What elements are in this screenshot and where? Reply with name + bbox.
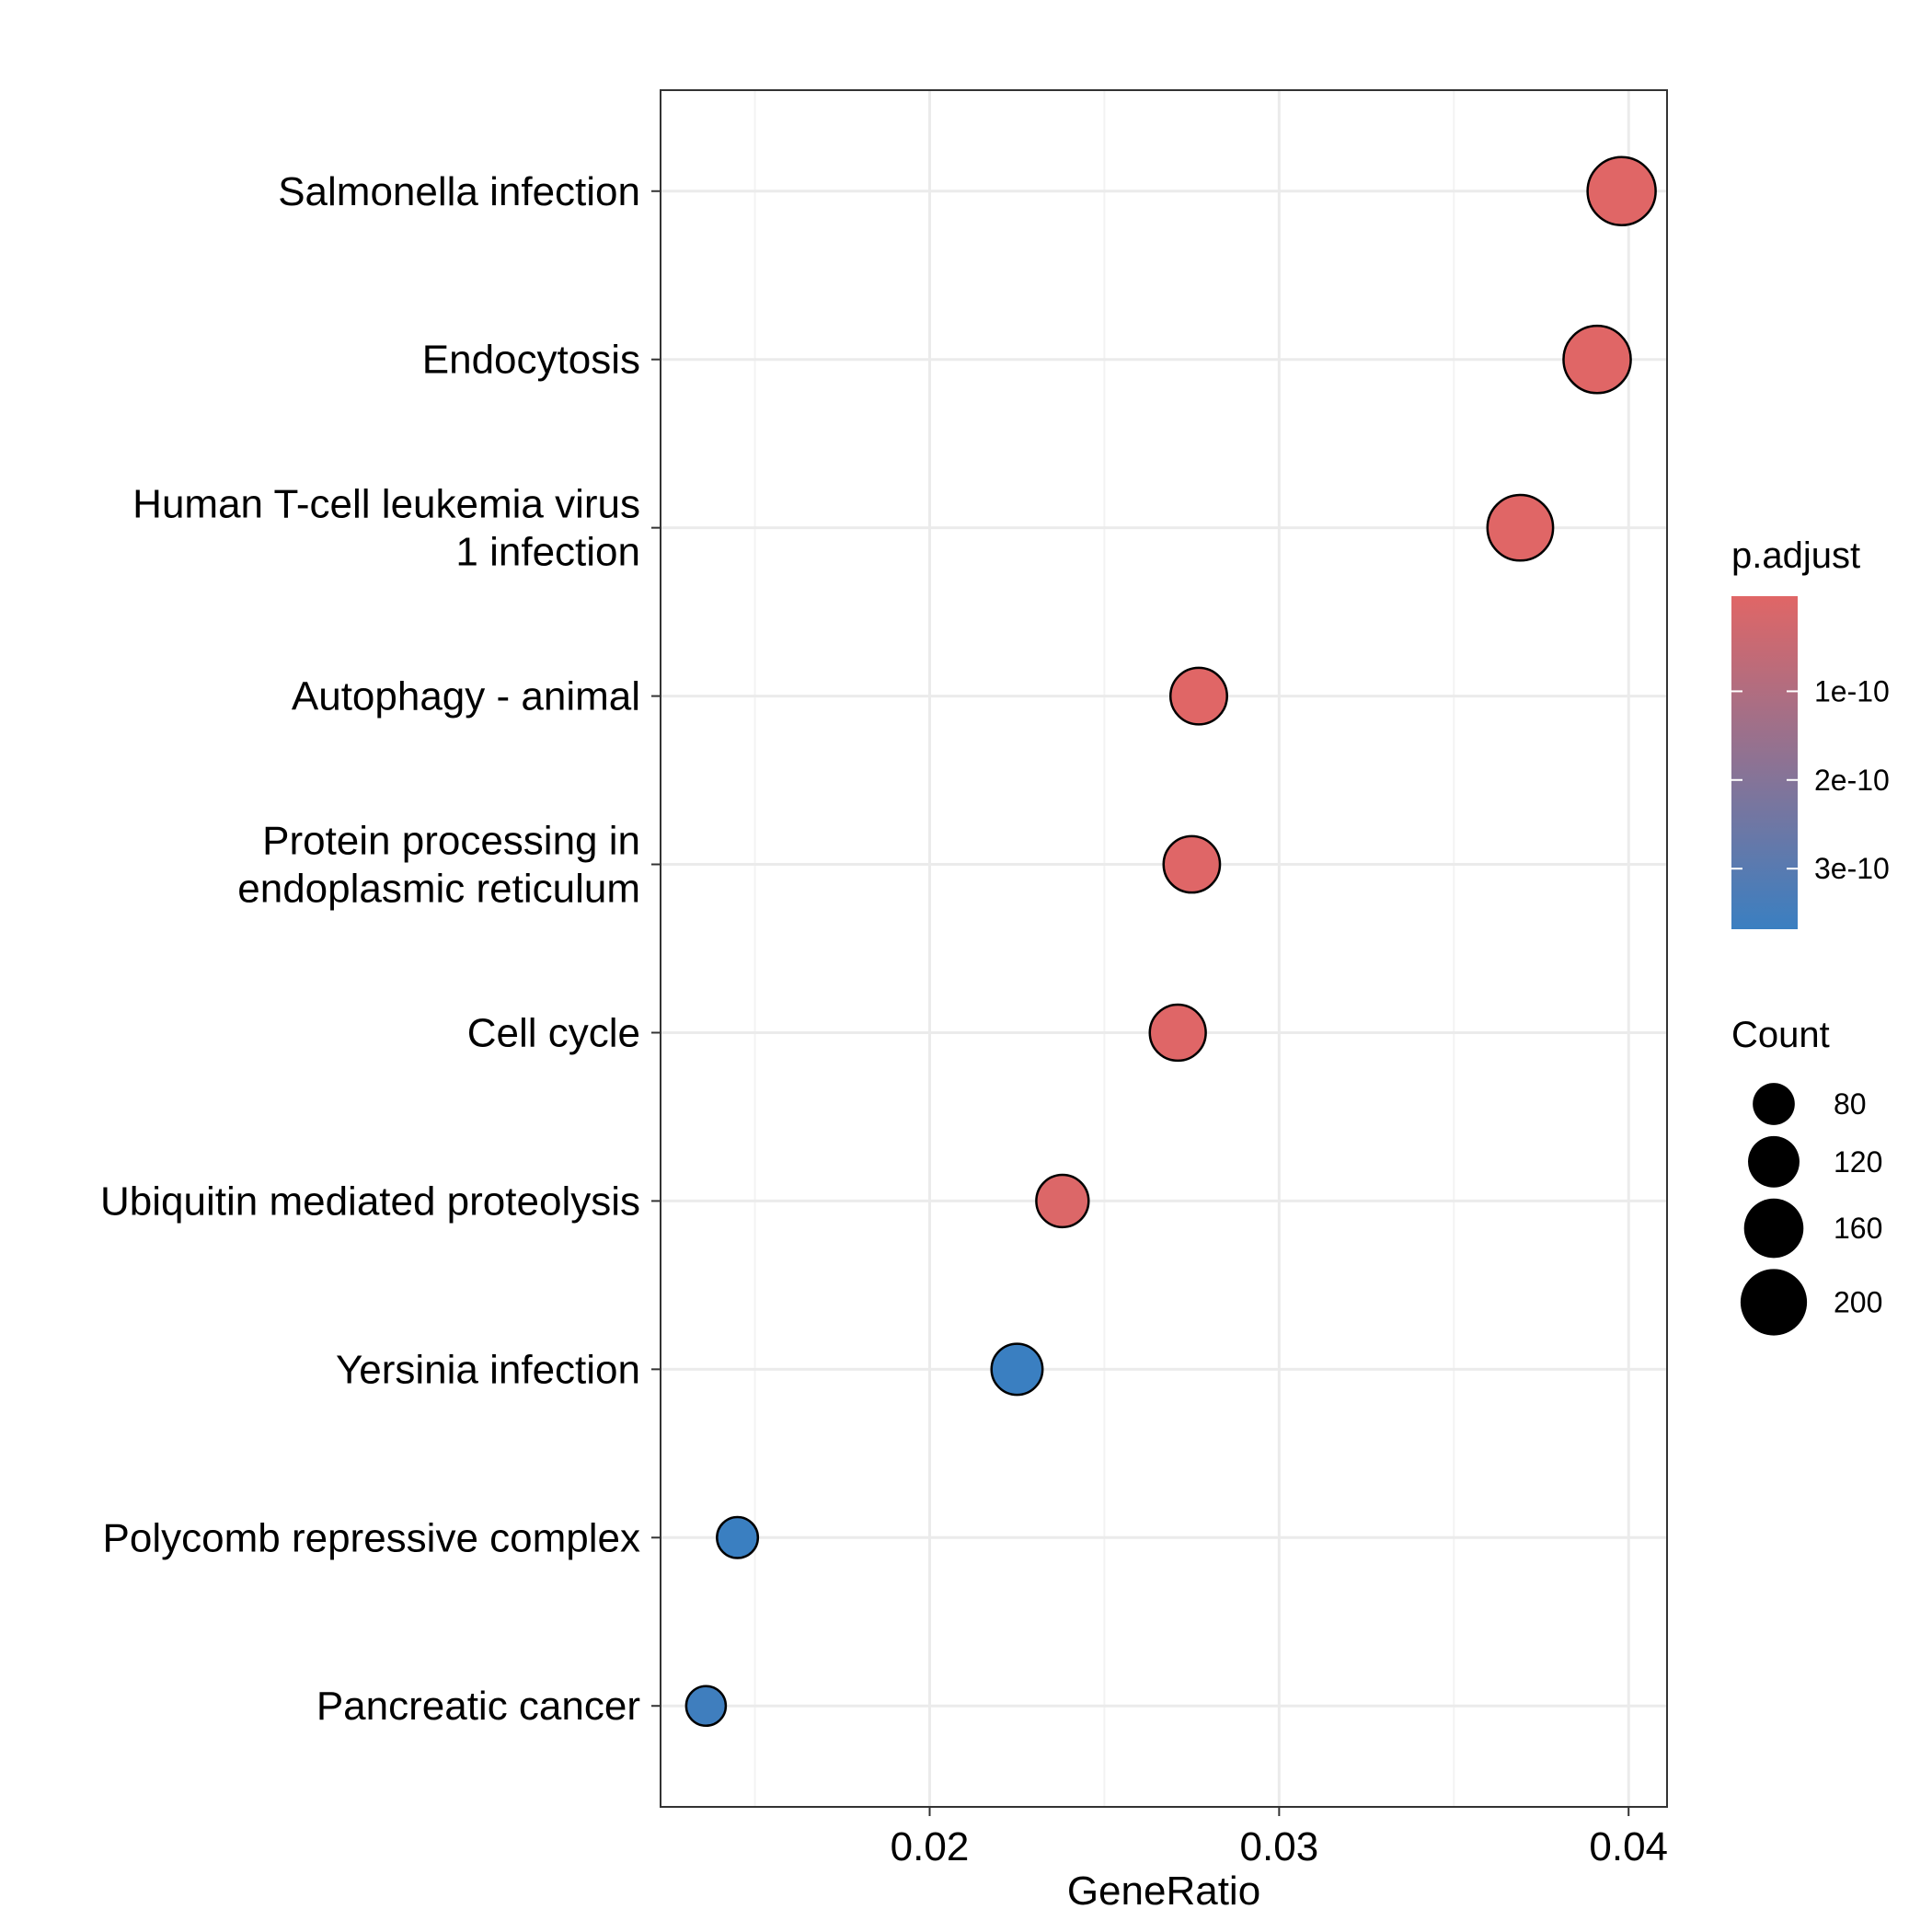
data-point	[1486, 493, 1555, 562]
y-tick-label: Ubiquitin mediated proteolysis	[100, 1179, 640, 1224]
x-tick-label: 0.03	[1240, 1824, 1319, 1869]
data-point	[684, 1685, 728, 1727]
color-legend-label: 3e-10	[1814, 852, 1890, 885]
y-tick-label: Yersinia infection	[336, 1347, 640, 1392]
color-legend-label: 1e-10	[1814, 674, 1890, 707]
x-tick-label: 0.02	[891, 1824, 970, 1869]
y-tick-label: Polycomb repressive complex	[103, 1515, 640, 1560]
y-tick-label: Endocytosis	[422, 338, 640, 383]
size-legend-label: 160	[1834, 1212, 1882, 1245]
size-legend-dot	[1743, 1198, 1804, 1259]
y-tick-label: Protein processing in	[262, 819, 640, 864]
color-legend: p.adjust 1e-10 2e-10 3e-10	[1731, 535, 1890, 929]
color-legend-bar	[1731, 596, 1798, 929]
y-tick-label: Human T-cell leukemia virus	[132, 482, 640, 527]
size-legend-label: 200	[1834, 1285, 1882, 1318]
data-point	[716, 1515, 760, 1559]
size-legend-dot	[1753, 1083, 1795, 1125]
y-axis: Salmonella infection Endocytosis Human T-c…	[100, 169, 661, 1729]
x-axis: 0.02 0.03 0.04	[891, 1807, 1668, 1869]
data-point	[990, 1342, 1044, 1397]
color-legend-title: p.adjust	[1731, 535, 1860, 576]
data-point	[1148, 1003, 1207, 1063]
color-legend-label: 2e-10	[1814, 764, 1890, 797]
data-point	[1586, 155, 1657, 227]
size-legend: Count 80 120 160 200	[1731, 1015, 1882, 1336]
size-legend-dot	[1748, 1135, 1800, 1188]
size-legend-title: Count	[1731, 1015, 1830, 1055]
data-point	[1168, 666, 1228, 726]
panel-border	[660, 89, 1668, 1808]
grid-lines	[661, 90, 1667, 1807]
data-point	[1035, 1173, 1090, 1229]
x-axis-title: GeneRatio	[1067, 1869, 1260, 1914]
y-tick-label: 1 infection	[455, 530, 640, 575]
size-legend-label: 120	[1834, 1145, 1882, 1179]
y-tick-label: Salmonella infection	[278, 169, 640, 214]
y-tick-label: Pancreatic cancer	[316, 1684, 640, 1729]
data-point	[1162, 834, 1222, 894]
y-tick-label: Autophagy - animal	[292, 674, 640, 719]
data-point	[1562, 324, 1632, 395]
size-legend-dot	[1740, 1269, 1808, 1336]
y-tick-label: endoplasmic reticulum	[237, 867, 640, 912]
color-legend-ticks: 1e-10 2e-10 3e-10	[1731, 674, 1890, 885]
size-legend-label: 80	[1834, 1087, 1867, 1121]
x-tick-label: 0.04	[1589, 1824, 1668, 1869]
size-legend-items: 80 120 160 200	[1740, 1083, 1882, 1336]
data-points	[684, 155, 1657, 1727]
y-tick-label: Cell cycle	[467, 1010, 640, 1055]
